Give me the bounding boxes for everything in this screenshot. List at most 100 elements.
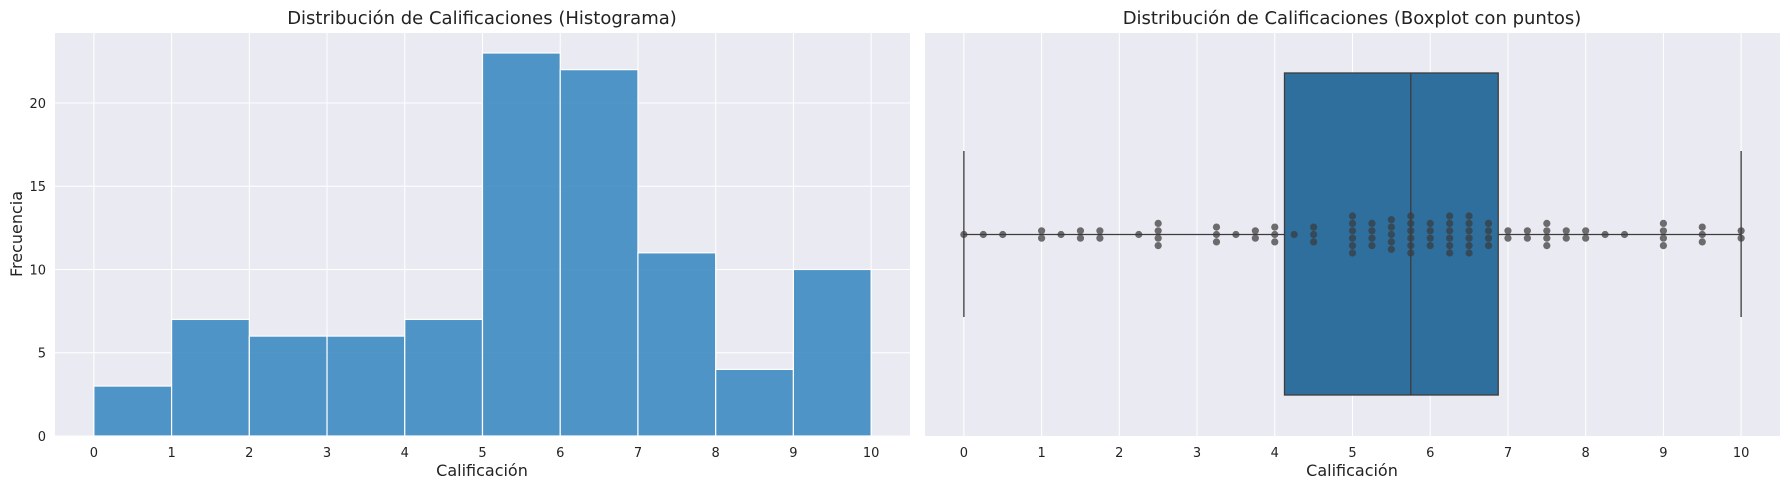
boxplot-point (1504, 227, 1512, 235)
histogram-bar (170, 318, 250, 437)
boxplot-point (1310, 238, 1318, 246)
histogram-x-tick-label: 9 (789, 446, 797, 461)
boxplot-point (1387, 238, 1395, 246)
boxplot-point (1154, 227, 1162, 235)
boxplot-x-tick-label: 3 (1193, 446, 1201, 461)
histogram-x-tick-labels: 0 1 2 3 4 5 6 7 8 9 10 (90, 446, 880, 461)
boxplot-x-axis-label: Calificación (1306, 461, 1398, 480)
boxplot-point (1698, 230, 1706, 239)
boxplot-point (1465, 234, 1473, 242)
histogram-x-tick-label: 7 (634, 446, 642, 461)
histogram-y-tick-label: 20 (29, 97, 46, 112)
boxplot-point (1465, 249, 1473, 257)
boxplot-point (1368, 227, 1376, 235)
boxplot-point (1737, 227, 1745, 235)
histogram-bar (404, 318, 484, 437)
boxplot-x-tick-label: 4 (1271, 446, 1279, 461)
boxplot-x-tick-label: 2 (1115, 446, 1123, 461)
boxplot-point (1348, 212, 1357, 220)
boxplot-point (1096, 227, 1104, 235)
histogram-bar (248, 335, 328, 437)
boxplot-point (1348, 249, 1357, 257)
histogram-x-tick-label: 8 (712, 446, 720, 461)
boxplot-point (1543, 227, 1551, 235)
boxplot-point (1484, 219, 1493, 227)
boxplot-point (1251, 234, 1259, 242)
histogram-y-tick-label: 15 (29, 180, 46, 195)
boxplot-point (1446, 242, 1454, 250)
boxplot-point (1407, 242, 1415, 250)
boxplot-point (1368, 242, 1376, 250)
boxplot-point (1582, 234, 1590, 242)
boxplot-point (1484, 234, 1493, 242)
boxplot-point (1271, 223, 1279, 231)
boxplot-point (1426, 227, 1434, 235)
boxplot-point (1348, 234, 1357, 242)
boxplot-point (1659, 219, 1668, 227)
boxplot-point (1446, 219, 1454, 227)
boxplot-point (1426, 234, 1434, 242)
boxplot-point (999, 230, 1007, 239)
boxplot-point (1348, 242, 1357, 250)
boxplot-point (979, 230, 987, 239)
boxplot-point (1368, 234, 1376, 242)
boxplot-x-tick-label: 0 (960, 446, 968, 461)
boxplot-point (960, 230, 968, 239)
boxplot-point (1523, 227, 1531, 235)
boxplot-x-tick-label: 9 (1659, 446, 1667, 461)
histogram-x-tick-label: 5 (478, 446, 486, 461)
histogram-y-tick-label: 0 (38, 430, 46, 445)
histogram-bar (481, 52, 561, 437)
histogram-bar (93, 385, 173, 437)
boxplot-point (1737, 234, 1745, 242)
boxplot-point (1407, 249, 1415, 257)
boxplot-point (1698, 238, 1706, 246)
histogram-y-tick-label: 10 (29, 263, 46, 278)
boxplot-point (1076, 234, 1085, 242)
boxplot-point (1154, 234, 1162, 242)
boxplot-point (1446, 212, 1454, 220)
boxplot-panel: 0 1 2 3 4 5 6 7 8 9 10 Distribución de Calificacio… (925, 8, 1780, 480)
boxplot-point (1407, 227, 1415, 235)
boxplot-point (1387, 216, 1395, 224)
boxplot-point (1523, 234, 1531, 242)
boxplot-point (1387, 245, 1395, 253)
boxplot-point (1659, 227, 1668, 235)
boxplot-point (1407, 212, 1415, 220)
boxplot-point (1659, 242, 1668, 250)
boxplot-x-tick-label: 5 (1348, 446, 1356, 461)
boxplot-point (1465, 227, 1473, 235)
boxplot-points (960, 212, 1745, 257)
boxplot-point (1582, 227, 1590, 235)
histogram-bar (637, 252, 717, 437)
boxplot-point (1543, 219, 1551, 227)
boxplot-x-tick-labels: 0 1 2 3 4 5 6 7 8 9 10 (960, 446, 1750, 461)
boxplot-point (1562, 227, 1570, 235)
boxplot-point (1037, 234, 1046, 242)
boxplot-x-tick-label: 6 (1426, 446, 1434, 461)
boxplot-point (1135, 230, 1143, 239)
boxplot-point (1212, 238, 1221, 246)
boxplot-point (1212, 230, 1221, 239)
boxplot-x-tick-label: 10 (1733, 446, 1750, 461)
boxplot-point (1037, 227, 1046, 235)
boxplot-point (1290, 230, 1298, 239)
histogram-x-tick-label: 10 (863, 446, 880, 461)
histogram-bar (559, 69, 639, 437)
histogram-bar (715, 368, 795, 437)
histogram-panel: 0 1 2 3 4 5 6 7 8 9 10 0 5 10 15 20 Distribución de Ca… (7, 8, 910, 480)
histogram-y-axis-label: Frecuencia (7, 191, 26, 277)
histogram-x-tick-label: 1 (167, 446, 175, 461)
boxplot-point (1387, 223, 1395, 231)
boxplot-x-tick-label: 7 (1504, 446, 1512, 461)
boxplot-point (1620, 230, 1629, 239)
boxplot-point (1407, 234, 1415, 242)
boxplot-point (1543, 234, 1551, 242)
boxplot-point (1154, 242, 1162, 250)
boxplot-point (1426, 219, 1434, 227)
boxplot-point (1232, 230, 1240, 239)
boxplot-point (1057, 230, 1065, 239)
boxplot-point (1426, 242, 1434, 250)
boxplot-point (1076, 227, 1085, 235)
boxplot-point (1096, 234, 1104, 242)
